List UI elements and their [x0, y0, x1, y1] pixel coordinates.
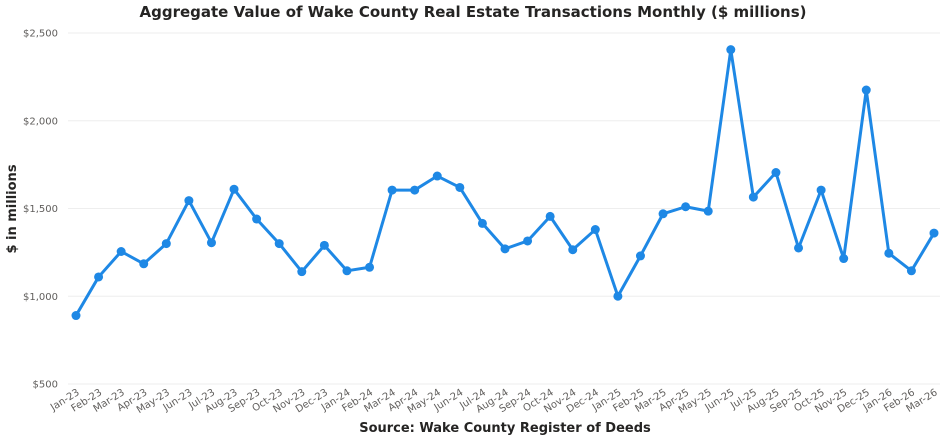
y-axis-label: $ in millions: [5, 164, 20, 253]
x-axis-ticks: Jan-23Feb-23Mar-23Apr-23May-23Jun-23Jul-…: [48, 387, 940, 416]
data-point[interactable]: [816, 185, 826, 195]
data-point[interactable]: [455, 182, 465, 192]
data-point[interactable]: [590, 225, 600, 235]
data-points: [71, 45, 939, 321]
data-point[interactable]: [568, 245, 578, 255]
series-line: [74, 48, 936, 318]
data-point[interactable]: [94, 272, 104, 282]
y-tick-label: $2,500: [23, 29, 58, 40]
data-point[interactable]: [184, 196, 194, 206]
y-tick-label: $1,500: [23, 204, 58, 215]
data-point[interactable]: [794, 243, 804, 253]
y-tick-label: $1,000: [23, 292, 58, 303]
x-axis-label: Source: Wake County Register of Deeds: [359, 421, 651, 436]
y-tick-label: $500: [33, 380, 58, 391]
data-point[interactable]: [613, 291, 623, 301]
data-point[interactable]: [861, 85, 871, 95]
data-point[interactable]: [71, 311, 81, 321]
data-point[interactable]: [681, 202, 691, 212]
y-tick-label: $2,000: [23, 116, 58, 127]
data-point[interactable]: [884, 248, 894, 258]
data-point[interactable]: [726, 45, 736, 55]
data-point[interactable]: [906, 266, 916, 276]
data-point[interactable]: [477, 218, 487, 228]
data-point[interactable]: [206, 238, 216, 248]
series-group: [71, 45, 939, 321]
data-point[interactable]: [229, 184, 239, 194]
data-point[interactable]: [387, 185, 397, 195]
y-axis-ticks: $500 $1,000 $1,500 $2,000 $2,500: [23, 29, 58, 391]
data-point[interactable]: [500, 244, 510, 254]
data-point[interactable]: [410, 185, 420, 195]
data-point[interactable]: [116, 246, 126, 256]
data-point[interactable]: [161, 239, 171, 249]
data-point[interactable]: [432, 171, 442, 181]
data-point[interactable]: [929, 228, 939, 238]
data-point[interactable]: [523, 236, 533, 246]
data-point[interactable]: [342, 266, 352, 276]
data-point[interactable]: [252, 214, 262, 224]
data-point[interactable]: [658, 209, 668, 219]
data-point[interactable]: [839, 254, 849, 264]
data-point[interactable]: [748, 192, 758, 202]
chart-title: Aggregate Value of Wake County Real Esta…: [140, 3, 807, 21]
gridlines: [68, 32, 940, 385]
data-point[interactable]: [545, 211, 555, 221]
data-point[interactable]: [703, 206, 713, 216]
data-point[interactable]: [365, 262, 375, 272]
data-point[interactable]: [771, 168, 781, 178]
data-point[interactable]: [635, 251, 645, 261]
data-point[interactable]: [297, 267, 307, 277]
data-point[interactable]: [319, 240, 329, 250]
data-point[interactable]: [139, 259, 149, 269]
data-point[interactable]: [274, 239, 284, 249]
